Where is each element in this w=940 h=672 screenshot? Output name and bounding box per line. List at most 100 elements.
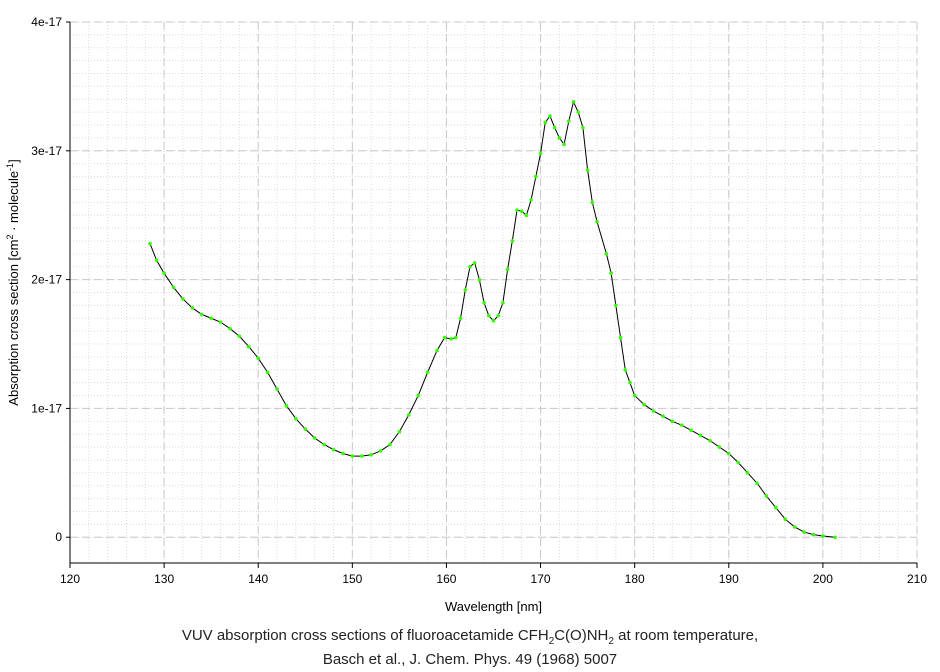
data-point bbox=[628, 380, 632, 385]
data-point bbox=[529, 197, 533, 202]
data-point bbox=[802, 530, 806, 534]
y-tick-label: 3e-17 bbox=[31, 144, 62, 158]
data-point bbox=[689, 428, 693, 433]
data-point bbox=[515, 208, 519, 212]
data-point bbox=[190, 306, 195, 310]
data-point bbox=[661, 414, 665, 418]
data-point bbox=[524, 213, 529, 218]
chart-caption-line1: VUV absorption cross sections of fluoroa… bbox=[181, 627, 759, 647]
series-markers bbox=[148, 100, 837, 540]
data-point bbox=[783, 517, 788, 522]
data-point bbox=[425, 370, 430, 375]
data-point bbox=[726, 451, 731, 456]
data-point bbox=[595, 219, 599, 224]
data-point bbox=[477, 277, 482, 282]
data-point bbox=[811, 532, 816, 537]
data-point bbox=[209, 316, 213, 321]
major-grid bbox=[69, 21, 918, 563]
data-point bbox=[552, 125, 557, 130]
data-point bbox=[519, 209, 524, 214]
data-point bbox=[237, 334, 242, 339]
data-point bbox=[275, 387, 279, 391]
data-point bbox=[614, 303, 618, 308]
data-point bbox=[792, 525, 797, 529]
data-point bbox=[256, 356, 261, 360]
data-point bbox=[472, 261, 477, 265]
y-tick-label: 2e-17 bbox=[31, 273, 62, 287]
data-point bbox=[162, 271, 166, 275]
data-point bbox=[510, 239, 515, 243]
data-point bbox=[764, 494, 769, 498]
data-point bbox=[491, 319, 496, 323]
data-point bbox=[821, 534, 825, 538]
data-point bbox=[148, 241, 152, 246]
data-point bbox=[369, 453, 373, 457]
data-point bbox=[463, 288, 468, 292]
data-point bbox=[708, 438, 712, 443]
data-point bbox=[590, 200, 595, 205]
data-point bbox=[543, 120, 548, 125]
data-point bbox=[407, 413, 411, 417]
chart-canvas: 120 130 140 150 160 170 180 190 200 210 0 1e-17 2e-… bbox=[5, 15, 927, 614]
x-tick-label: 130 bbox=[154, 572, 174, 586]
data-point bbox=[698, 433, 703, 438]
data-point bbox=[388, 442, 392, 447]
data-point bbox=[341, 451, 345, 456]
data-point bbox=[265, 370, 270, 375]
data-point bbox=[745, 471, 750, 475]
data-point bbox=[284, 404, 289, 408]
data-point bbox=[505, 267, 510, 272]
data-point bbox=[576, 110, 580, 114]
data-point bbox=[538, 151, 543, 156]
y-axis-label: Absorption cross section [cm2 · molecule… bbox=[5, 159, 21, 405]
x-tick-label: 170 bbox=[531, 572, 551, 586]
data-point bbox=[604, 252, 609, 256]
data-point bbox=[449, 337, 453, 341]
x-tick-label: 200 bbox=[813, 572, 833, 586]
data-point bbox=[303, 427, 308, 431]
data-point bbox=[581, 125, 585, 130]
data-point bbox=[482, 301, 486, 305]
data-point bbox=[618, 335, 623, 340]
y-tick-label: 1e-17 bbox=[31, 401, 62, 415]
data-point bbox=[181, 297, 185, 301]
data-point bbox=[774, 505, 778, 510]
y-axis-ticks: 0 1e-17 2e-17 3e-17 4e-17 bbox=[31, 15, 70, 544]
data-point bbox=[322, 442, 326, 447]
x-axis-ticks: 120 130 140 150 160 170 180 190 200 210 bbox=[60, 563, 927, 586]
data-point bbox=[294, 416, 298, 421]
chart-caption-line2: Basch et al., J. Chem. Phys. 49 (1968) 5… bbox=[322, 651, 618, 668]
data-point bbox=[486, 313, 491, 318]
data-point bbox=[496, 313, 501, 318]
data-point bbox=[632, 393, 637, 398]
data-point bbox=[228, 326, 232, 331]
x-tick-label: 150 bbox=[342, 572, 362, 586]
data-point bbox=[331, 447, 336, 452]
data-point bbox=[171, 285, 176, 290]
data-point bbox=[534, 174, 538, 179]
data-point bbox=[312, 436, 317, 440]
data-point bbox=[717, 445, 722, 449]
data-point bbox=[562, 142, 566, 147]
data-point bbox=[501, 301, 505, 305]
data-point bbox=[154, 258, 159, 263]
y-tick-label: 0 bbox=[55, 530, 62, 544]
x-tick-label: 120 bbox=[60, 572, 80, 586]
x-tick-label: 190 bbox=[719, 572, 739, 586]
x-tick-label: 140 bbox=[248, 572, 268, 586]
data-point bbox=[397, 429, 402, 434]
data-point bbox=[571, 100, 576, 104]
data-point bbox=[833, 535, 837, 540]
data-point bbox=[359, 454, 364, 458]
data-point bbox=[566, 119, 571, 123]
data-point bbox=[736, 460, 740, 465]
data-point bbox=[755, 481, 759, 485]
data-point bbox=[458, 316, 463, 321]
data-point bbox=[454, 335, 458, 340]
x-tick-label: 160 bbox=[436, 572, 456, 586]
data-point bbox=[623, 367, 628, 372]
data-point bbox=[548, 114, 552, 118]
axes bbox=[69, 22, 917, 564]
x-tick-label: 180 bbox=[625, 572, 645, 586]
data-point bbox=[651, 409, 656, 413]
